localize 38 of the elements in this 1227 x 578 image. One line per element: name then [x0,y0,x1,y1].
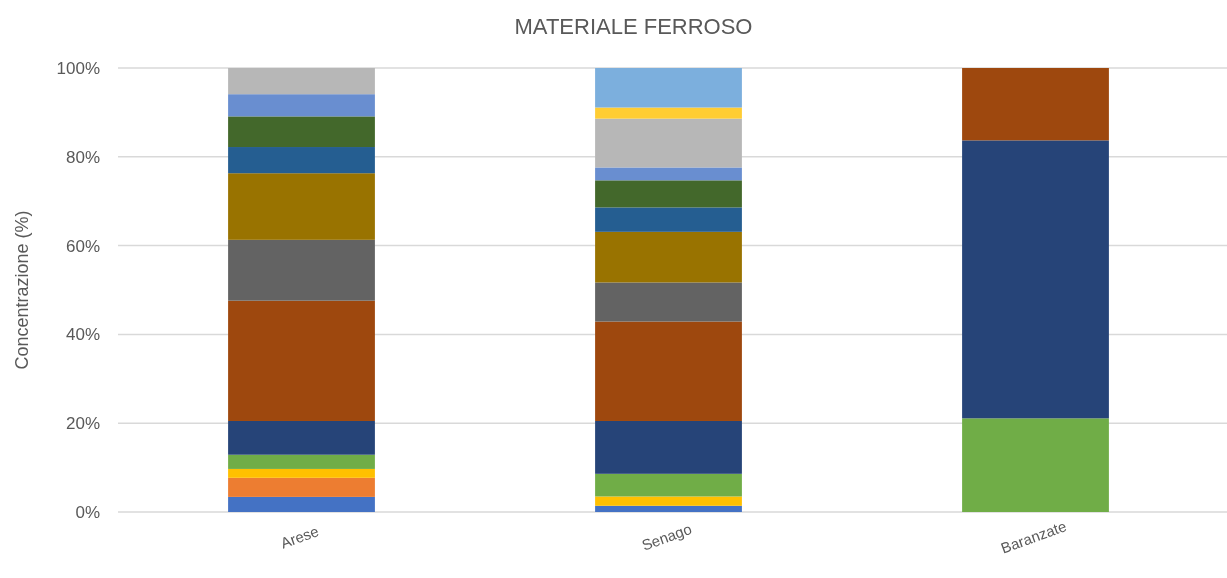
y-tick-label: 100% [56,58,100,78]
bar [595,207,742,232]
bar [595,231,742,283]
bar [595,420,742,474]
bar [228,94,375,117]
bar [962,418,1109,512]
bar [228,300,375,421]
bar [595,496,742,506]
bar [962,68,1109,141]
x-tick-label: Arese [278,522,321,552]
bar [595,167,742,181]
bar [228,468,375,478]
bar [228,68,375,95]
y-tick-label: 0% [75,502,100,522]
bar [228,173,375,240]
bar [595,180,742,208]
bar [595,321,742,421]
y-tick-label: 40% [65,325,100,345]
bar [228,420,375,455]
y-axis-title: Concentrazione (%) [12,210,32,370]
bar [595,473,742,497]
bar [228,496,375,512]
chart-title: MATERIALE FERROSO [514,14,753,39]
bar [228,239,375,301]
bar [595,505,742,512]
y-tick-label: 20% [65,414,100,434]
bar [595,282,742,322]
y-tick-label: 80% [65,147,100,167]
bar [595,118,742,168]
bar [595,107,742,119]
bar [228,116,375,148]
bar [595,68,742,108]
bar [228,147,375,174]
bar [228,477,375,497]
y-tick-label: 60% [65,236,100,256]
x-tick-label: Senago [639,520,694,554]
bar [962,140,1109,419]
bar [228,454,375,469]
